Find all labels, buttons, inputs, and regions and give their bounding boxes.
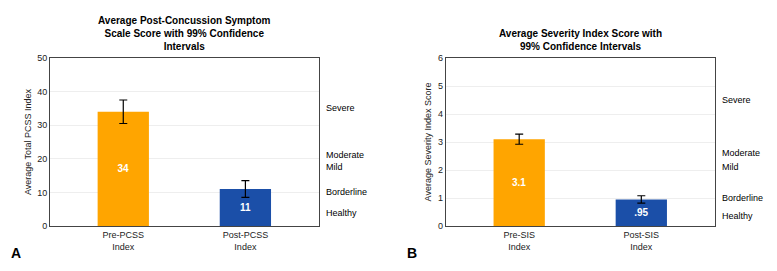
svg-text:5: 5: [438, 81, 443, 91]
svg-text:4: 4: [438, 109, 443, 119]
svg-text:1: 1: [438, 193, 443, 203]
svg-text:Healthy: Healthy: [326, 208, 357, 218]
svg-text:30: 30: [37, 120, 47, 130]
svg-text:20: 20: [37, 154, 47, 164]
svg-text:34: 34: [117, 163, 129, 174]
svg-text:A: A: [11, 245, 21, 261]
svg-text:B: B: [407, 245, 417, 261]
svg-text:2: 2: [438, 165, 443, 175]
svg-text:Pre-SISIndex: Pre-SISIndex: [503, 230, 535, 252]
svg-text:3: 3: [438, 137, 443, 147]
svg-text:Healthy: Healthy: [722, 211, 753, 221]
svg-text:40: 40: [37, 87, 47, 97]
svg-text:3.1: 3.1: [512, 177, 526, 188]
svg-text:Pre-PCSSIndex: Pre-PCSSIndex: [103, 230, 145, 252]
svg-text:Moderate: Moderate: [326, 150, 364, 160]
svg-text:Average Severity Index Score w: Average Severity Index Score with99% Con…: [499, 28, 662, 52]
svg-text:50: 50: [37, 53, 47, 63]
svg-text:Post-PCSSIndex: Post-PCSSIndex: [223, 230, 269, 252]
svg-text:0: 0: [42, 221, 47, 231]
svg-text:Severe: Severe: [722, 95, 751, 105]
svg-text:Moderate: Moderate: [722, 148, 760, 158]
svg-text:0: 0: [438, 221, 443, 231]
svg-text:Borderline: Borderline: [326, 187, 367, 197]
svg-text:Borderline: Borderline: [722, 193, 763, 203]
svg-text:Average Severity Index Score: Average Severity Index Score: [423, 83, 433, 202]
svg-text:.95: .95: [634, 207, 648, 218]
svg-text:Severe: Severe: [326, 103, 355, 113]
svg-text:11: 11: [240, 202, 251, 213]
svg-text:10: 10: [37, 188, 47, 198]
svg-text:6: 6: [438, 53, 443, 63]
svg-text:Mild: Mild: [326, 162, 343, 172]
svg-text:Average Post-Concussion Sympto: Average Post-Concussion SymptomScale Sco…: [98, 15, 271, 52]
svg-text:Post-SISIndex: Post-SISIndex: [624, 230, 660, 252]
svg-text:Average Total PCSS Index: Average Total PCSS Index: [23, 88, 33, 195]
svg-text:Mild: Mild: [722, 162, 739, 172]
